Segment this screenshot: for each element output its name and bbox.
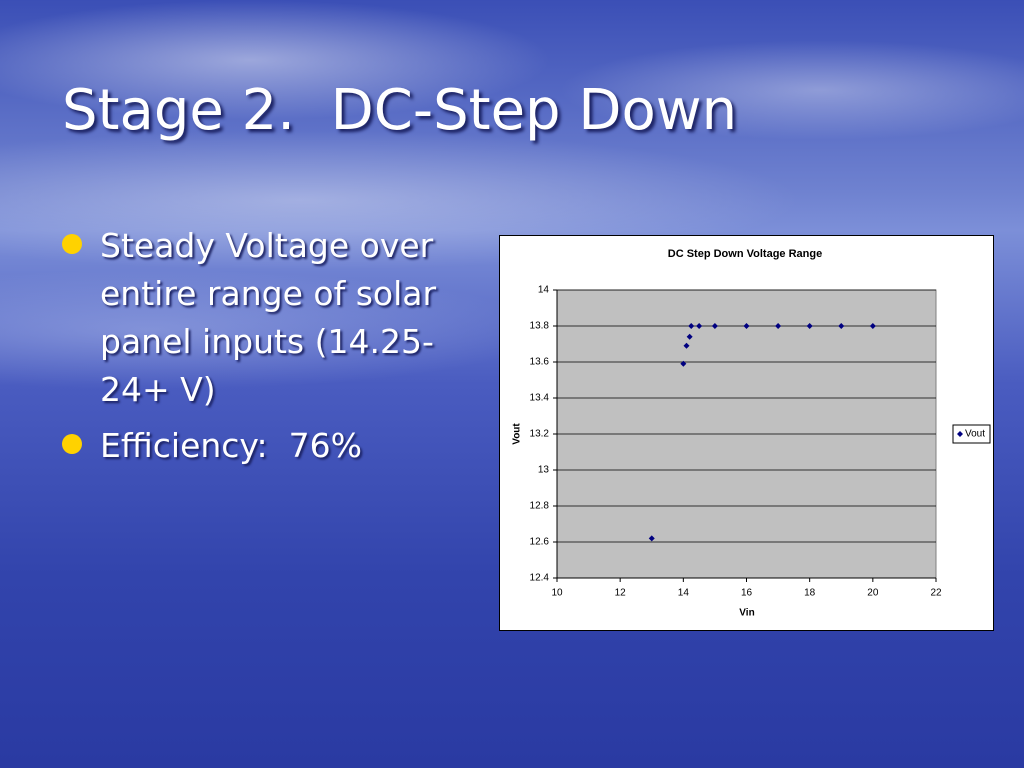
x-tick-label: 14	[678, 588, 690, 599]
y-axis-label: Vout	[512, 423, 523, 445]
point	[688, 323, 695, 329]
bullet-text: entire range of solar	[100, 274, 437, 313]
point	[838, 323, 845, 329]
point	[696, 323, 703, 329]
x-tick-label: 10	[551, 588, 563, 599]
x-tick-label: 18	[804, 588, 816, 599]
y-tick-label: 12.6	[530, 537, 550, 548]
y-tick-label: 12.8	[530, 501, 550, 512]
bullet-text: Efficiency: 76%	[100, 426, 363, 465]
x-tick-label: 20	[867, 588, 879, 599]
chart: DC Step Down Voltage Range Vin Vout 12.4…	[499, 235, 994, 631]
y-tick-label: 13.8	[530, 321, 550, 332]
bullet-text: panel inputs (14.25-	[100, 322, 434, 361]
y-tick-label: 13.4	[530, 393, 550, 404]
point	[711, 323, 718, 329]
legend-marker	[957, 431, 963, 437]
point	[869, 323, 876, 329]
x-tick-label: 16	[741, 588, 753, 599]
x-tick-label: 22	[930, 588, 942, 599]
x-tick-label: 12	[615, 588, 627, 599]
point	[686, 333, 693, 340]
chart-title: DC Step Down Voltage Range	[668, 248, 822, 260]
point	[775, 323, 782, 329]
y-tick-label: 13	[538, 465, 550, 476]
bullet-text: Steady Voltage over	[100, 226, 434, 265]
y-tick-label: 13.2	[530, 429, 550, 440]
point	[680, 360, 687, 367]
point	[806, 323, 813, 329]
slide-title: Stage 2. DC-Step Down	[62, 78, 738, 143]
bullet-dot	[62, 234, 82, 254]
bullet: Efficiency: 76%	[62, 422, 362, 470]
y-tick-label: 12.4	[530, 573, 550, 584]
bullet: Steady Voltage over entire range of solar…	[62, 222, 436, 414]
legend-label: Vout	[965, 429, 985, 440]
point	[648, 535, 655, 542]
bullet-dot	[62, 434, 82, 454]
y-tick-label: 14	[538, 285, 550, 296]
bullet-text: 24+ V)	[100, 370, 216, 409]
point	[743, 323, 750, 329]
point	[683, 342, 690, 349]
y-tick-label: 13.6	[530, 357, 550, 368]
x-axis-label: Vin	[739, 608, 754, 619]
legend	[952, 424, 991, 444]
